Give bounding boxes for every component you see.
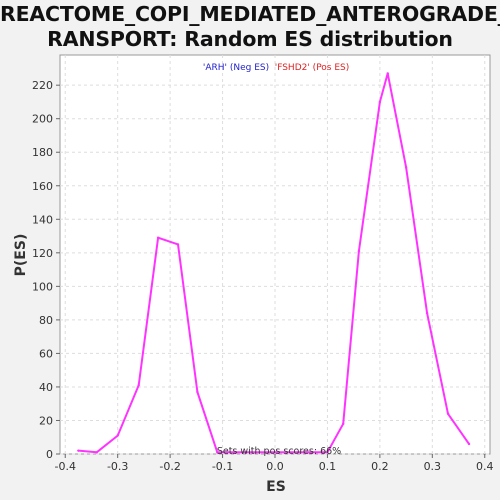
x-tick-label: 0.3: [424, 460, 442, 473]
data-point: [425, 311, 429, 315]
y-tick-label: 120: [32, 247, 53, 260]
y-tick-label: 220: [32, 79, 53, 92]
data-point: [378, 100, 382, 104]
x-axis-title: ES: [266, 479, 286, 495]
pos-scores-annotation: Sets with pos scores: 66%: [217, 446, 341, 457]
data-point: [326, 451, 329, 454]
y-tick-label: 60: [39, 347, 53, 360]
data-point: [404, 166, 408, 169]
y-tick-label: 200: [32, 113, 53, 126]
y-tick-label: 140: [32, 213, 53, 226]
grid-lines: [60, 55, 490, 455]
data-point: [446, 412, 450, 415]
y-tick-label: 80: [39, 314, 53, 327]
data-point: [386, 72, 389, 75]
x-tick-label: 0.4: [476, 460, 494, 473]
y-tick-label: 160: [32, 180, 53, 193]
x-tick-label: 0.2: [371, 460, 389, 473]
data-point: [95, 451, 98, 454]
data-point: [116, 434, 119, 437]
x-tick-label: -0.2: [159, 460, 180, 473]
legend-pos: 'FSHD2' (Pos ES): [275, 63, 350, 73]
x-tick-label: -0.4: [55, 460, 76, 473]
y-tick-label: 180: [32, 146, 53, 159]
y-tick-label: 40: [39, 381, 53, 394]
x-tick-label: 0.1: [319, 460, 337, 473]
x-axis: -0.4 -0.3 -0.2 -0.1 0.0 0.1 0.2 0.3 0.4: [55, 454, 494, 473]
x-tick-label: -0.1: [212, 460, 233, 473]
y-tick-label: 20: [39, 414, 53, 427]
y-axis-title: P(ES): [13, 234, 29, 277]
data-point: [357, 249, 361, 253]
y-tick-label: 100: [32, 280, 53, 293]
series-layer: [77, 72, 471, 454]
chart-title: REACTOME_COPI_MEDIATED_ANTEROGRADE_T RAN…: [0, 2, 500, 51]
data-point: [341, 422, 345, 426]
x-tick-label: 0.0: [266, 460, 284, 473]
legend-neg: 'ARH' (Neg ES): [203, 63, 269, 73]
data-point: [196, 390, 199, 394]
data-point: [216, 451, 219, 454]
data-point: [467, 442, 471, 446]
y-axis: 0 20 40 60 80 100 120 140 160 180 200 220: [32, 79, 60, 461]
x-tick-label: -0.3: [107, 460, 128, 473]
data-point: [137, 384, 140, 387]
y-tick-label: 0: [46, 448, 53, 461]
data-point: [156, 236, 160, 239]
data-point: [176, 243, 180, 246]
data-point: [77, 449, 80, 452]
